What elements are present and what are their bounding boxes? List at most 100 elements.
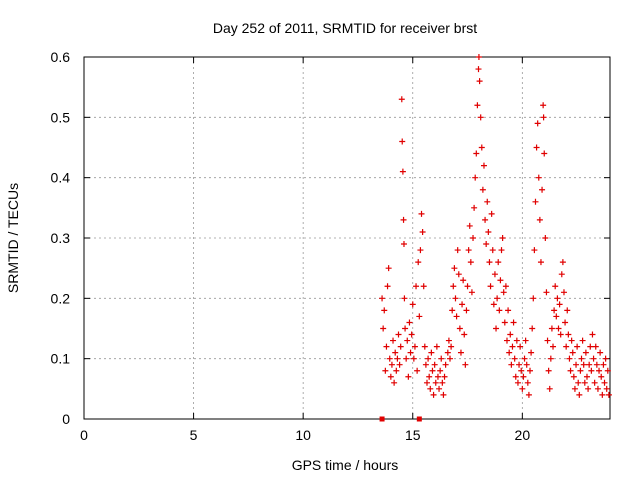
- data-point: [563, 343, 570, 350]
- data-point: [537, 259, 544, 266]
- data-point: [518, 367, 525, 374]
- data-point: [520, 373, 527, 380]
- y-tick-label: 0.3: [51, 230, 71, 246]
- data-point: [415, 259, 422, 266]
- data-point: [388, 361, 395, 368]
- data-point: [571, 385, 578, 392]
- data-point: [529, 325, 536, 332]
- data-point: [514, 379, 521, 386]
- data-point: [425, 355, 432, 362]
- data-point: [566, 355, 573, 362]
- data-point: [491, 271, 498, 278]
- data-point: [384, 283, 391, 290]
- data-point: [524, 379, 531, 386]
- data-point: [577, 367, 584, 374]
- data-point: [385, 265, 392, 272]
- data-point: [448, 343, 455, 350]
- data-point: [567, 367, 574, 374]
- data-point: [450, 283, 457, 290]
- data-point: [394, 355, 401, 362]
- data-point: [459, 301, 466, 308]
- data-point: [400, 216, 407, 223]
- data-point: [480, 162, 487, 169]
- data-point: [395, 331, 402, 338]
- data-point: [551, 307, 558, 314]
- data-points: [379, 54, 612, 422]
- data-point: [558, 271, 565, 278]
- data-point: [397, 343, 404, 350]
- data-point: [409, 301, 416, 308]
- y-tick-label: 0: [62, 411, 70, 427]
- data-point: [587, 343, 594, 350]
- data-point: [379, 295, 386, 302]
- data-point: [499, 235, 506, 241]
- y-tick-label: 0.2: [51, 290, 71, 306]
- data-point: [501, 319, 508, 326]
- data-point: [380, 325, 387, 332]
- data-point: [510, 319, 517, 326]
- data-point: [405, 373, 412, 380]
- data-point: [484, 198, 491, 205]
- data-point: [517, 343, 524, 350]
- data-point: [478, 144, 485, 151]
- data-point: [401, 295, 408, 302]
- data-point: [570, 373, 577, 380]
- data-point: [467, 259, 474, 266]
- data-point: [511, 355, 518, 362]
- data-point: [535, 174, 542, 181]
- data-point: [487, 283, 494, 290]
- data-point: [532, 198, 539, 205]
- data-point: [489, 247, 496, 254]
- data-point: [533, 144, 540, 151]
- data-point: [470, 235, 477, 241]
- chart-title: Day 252 of 2011, SRMTID for receiver brs…: [213, 20, 477, 36]
- data-point: [428, 349, 435, 356]
- data-point: [583, 373, 590, 380]
- data-point: [575, 379, 582, 386]
- data-point: [449, 307, 456, 314]
- data-point: [419, 228, 426, 235]
- data-point: [392, 349, 399, 356]
- data-point: [398, 96, 405, 103]
- data-point: [414, 367, 421, 374]
- data-point: [527, 367, 534, 374]
- data-point: [531, 247, 538, 254]
- data-point: [430, 391, 437, 398]
- data-point: [597, 349, 604, 356]
- data-point: [407, 349, 414, 356]
- data-point: [590, 355, 597, 362]
- x-tick-label: 5: [190, 427, 198, 443]
- data-point: [565, 331, 572, 338]
- data-point: [490, 301, 497, 308]
- data-point: [444, 349, 451, 356]
- x-tick-label: 15: [405, 427, 421, 443]
- data-point: [548, 325, 555, 332]
- data-point: [465, 247, 472, 254]
- data-point: [500, 289, 507, 296]
- data-point: [418, 210, 425, 217]
- data-point: [423, 379, 430, 386]
- data-point: [598, 373, 605, 380]
- zero-value-marker: [379, 416, 385, 422]
- data-point: [546, 385, 553, 392]
- data-point: [560, 289, 567, 296]
- data-point: [416, 313, 423, 320]
- data-point: [432, 379, 439, 386]
- data-point: [593, 361, 600, 368]
- data-point: [438, 355, 445, 362]
- data-point: [573, 361, 580, 368]
- data-point: [468, 289, 475, 296]
- data-point: [383, 343, 390, 350]
- data-point: [543, 289, 550, 296]
- data-point: [582, 349, 589, 356]
- data-point: [427, 385, 434, 392]
- data-point: [451, 265, 458, 272]
- data-point: [422, 361, 429, 368]
- data-point: [408, 331, 415, 338]
- data-point: [483, 241, 490, 248]
- data-point: [387, 373, 394, 380]
- data-point: [540, 114, 547, 121]
- data-point: [585, 385, 592, 392]
- data-point: [542, 235, 549, 241]
